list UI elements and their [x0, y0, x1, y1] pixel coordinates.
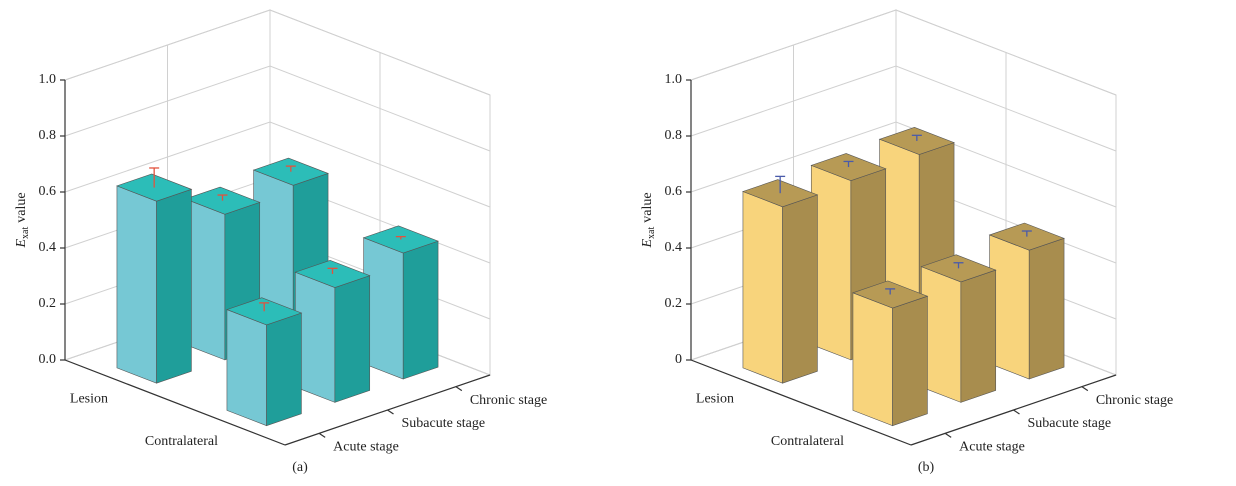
- y-label-text: value: [14, 192, 29, 222]
- y-label-subscript: xat: [20, 227, 31, 239]
- x-axis: [64, 359, 286, 446]
- bar-side: [1028, 237, 1065, 380]
- y-label-text: value: [640, 192, 655, 222]
- caption: (b): [918, 460, 935, 475]
- x-tick-label: Contralateral: [771, 434, 844, 449]
- y-label-symbol: E: [640, 239, 655, 249]
- bar-side: [156, 188, 192, 384]
- grid-line: [64, 121, 491, 208]
- bar-front: [852, 292, 893, 427]
- y-tick-label: 0.6: [39, 184, 57, 199]
- grid-line: [690, 121, 1117, 208]
- x-tick-label: Lesion: [696, 391, 734, 406]
- y-tick-label: 0: [675, 352, 682, 367]
- bar-side: [402, 240, 439, 380]
- bar-side: [266, 312, 302, 427]
- grid-line: [64, 9, 491, 96]
- grid-line: [64, 65, 491, 152]
- y-tick-label: 0.0: [39, 352, 57, 367]
- y-tick-label: 0.4: [665, 240, 683, 255]
- bar-side: [960, 269, 997, 403]
- z-tick: [455, 386, 463, 392]
- bar-front: [742, 191, 783, 384]
- y-label-symbol: E: [14, 239, 29, 249]
- z-tick-label: Subacute stage: [1028, 416, 1112, 431]
- x-tick-label: Contralateral: [145, 434, 218, 449]
- y-tick-label: 0.2: [665, 296, 683, 311]
- grid-line: [690, 9, 1117, 96]
- bar-side: [334, 275, 371, 403]
- bar-side: [782, 194, 818, 384]
- z-tick: [944, 432, 952, 438]
- y-tick-label: 1.0: [665, 72, 683, 87]
- bar-front: [226, 309, 267, 427]
- z-tick: [387, 409, 394, 415]
- panel: 0.0 0.2 0.4 0.6 0.8 1.0 Exat value Lesion Contral…: [14, 9, 547, 475]
- z-tick-label: Acute stage: [959, 440, 1025, 455]
- z-tick-label: Acute stage: [333, 440, 399, 455]
- bar-top: [116, 173, 193, 202]
- z-tick: [1013, 409, 1020, 415]
- y-tick-label: 1.0: [39, 72, 57, 87]
- y-axis-label: Exat value: [14, 192, 31, 248]
- y-tick-label: 0.2: [39, 296, 57, 311]
- caption: (a): [292, 460, 308, 475]
- x-tick-label: Lesion: [70, 391, 108, 406]
- y-axis-label: Exat value: [640, 192, 657, 248]
- z-tick-label: Chronic stage: [470, 393, 547, 408]
- y-tick-label: 0.4: [39, 240, 57, 255]
- z-tick-label: Subacute stage: [402, 416, 486, 431]
- y-tick-label: 0.8: [665, 128, 683, 143]
- y-label-subscript: xat: [646, 227, 657, 239]
- bar-top: [252, 157, 329, 186]
- z-tick: [1081, 386, 1089, 392]
- grid-line: [690, 65, 1117, 152]
- y-tick-label: 0.6: [665, 184, 683, 199]
- bar-side: [892, 295, 928, 427]
- x-axis: [690, 359, 912, 446]
- z-tick-label: Chronic stage: [1096, 393, 1173, 408]
- z-tick: [318, 432, 326, 438]
- y-tick-label: 0.8: [39, 128, 57, 143]
- bar-front: [116, 185, 157, 384]
- panel: 0 0.2 0.4 0.6 0.8 1.0 Exat value Lesion Contralat…: [640, 9, 1173, 475]
